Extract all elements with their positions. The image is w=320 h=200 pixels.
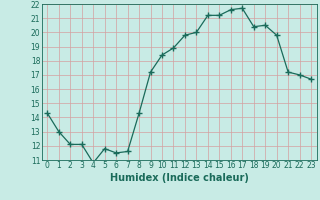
X-axis label: Humidex (Indice chaleur): Humidex (Indice chaleur): [110, 173, 249, 183]
